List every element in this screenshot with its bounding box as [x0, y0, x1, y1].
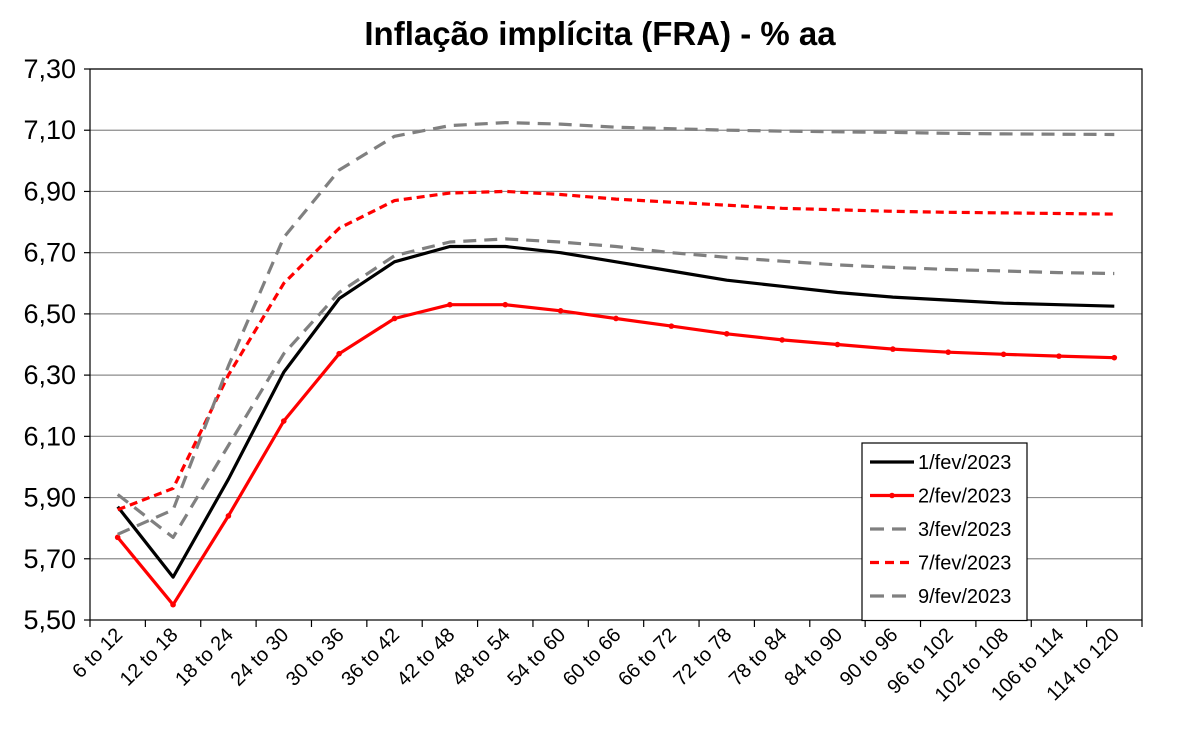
y-tick-label: 5,70	[23, 544, 76, 574]
y-tick-label: 7,30	[23, 54, 76, 84]
series-point	[834, 341, 841, 348]
series-line-1	[116, 244, 1115, 579]
y-tick-label: 6,90	[23, 176, 76, 206]
series-line-4	[117, 189, 1115, 512]
x-tick-label: 48 to 54	[448, 624, 515, 691]
y-axis-ticks: 5,50 5,70 5,90 6,10 6,30 6,50 6,70 6,90 7,10 7,30	[23, 54, 90, 635]
series-point	[336, 350, 342, 357]
series-point	[723, 330, 730, 337]
y-tick-label: 6,70	[23, 238, 76, 268]
series-point	[225, 513, 232, 519]
y-tick-label: 6,50	[23, 299, 76, 329]
x-tick-label: 42 to 48	[393, 624, 460, 691]
x-tick-label: 30 to 36	[282, 624, 349, 691]
legend-label: 3/fev/2023	[918, 519, 1011, 541]
x-tick-label: 84 to 90	[780, 624, 847, 691]
series-line-3	[116, 237, 1115, 540]
series-point	[391, 315, 398, 322]
series-point	[280, 418, 287, 424]
series-point	[447, 301, 453, 308]
series-point	[945, 349, 952, 355]
series-lines	[114, 120, 1118, 608]
chart-title: Inflação implícita (FRA) - % aa	[364, 15, 836, 52]
series-point	[502, 301, 509, 308]
x-tick-label: 18 to 24	[171, 624, 238, 691]
series-point	[779, 337, 785, 343]
x-tick-label: 72 to 78	[670, 624, 737, 691]
series-point	[1111, 354, 1118, 361]
legend-box	[861, 442, 1028, 622]
plot-frame	[89, 68, 1143, 621]
x-tick-label: 78 to 84	[725, 624, 792, 691]
legend-marker	[889, 492, 895, 499]
legend-label: 1/fev/2023	[918, 452, 1011, 474]
y-tick-label: 5,90	[23, 483, 76, 513]
x-tick-label: 12 to 18	[116, 624, 183, 691]
x-tick-label: 66 to 72	[614, 624, 681, 691]
y-tick-label: 6,10	[23, 421, 76, 451]
series-point	[1056, 353, 1062, 359]
y-tick-label: 7,10	[23, 115, 76, 145]
series-point	[1000, 351, 1007, 358]
x-tick-label: 24 to 30	[227, 624, 294, 691]
y-tick-label: 6,30	[23, 360, 76, 390]
series-point	[890, 346, 896, 352]
series-point	[557, 308, 564, 314]
legend-label: 7/fev/2023	[918, 553, 1011, 575]
legend-label: 9/fev/2023	[918, 586, 1011, 608]
x-tick-label: 54 to 60	[503, 624, 570, 691]
x-tick-label: 36 to 42	[337, 624, 404, 691]
legend: 1/fev/2023 2/fev/2023 3/fev/2023 7/fev/2023…	[861, 442, 1028, 622]
series-line-5	[117, 120, 1115, 536]
legend-label: 2/fev/2023	[918, 486, 1011, 508]
series-point	[170, 601, 176, 608]
series-point	[668, 323, 675, 329]
axes	[89, 68, 1143, 621]
x-tick-label: 60 to 66	[559, 624, 626, 691]
series-point	[613, 315, 619, 322]
series-point	[114, 534, 121, 541]
y-tick-label: 5,50	[23, 605, 76, 635]
